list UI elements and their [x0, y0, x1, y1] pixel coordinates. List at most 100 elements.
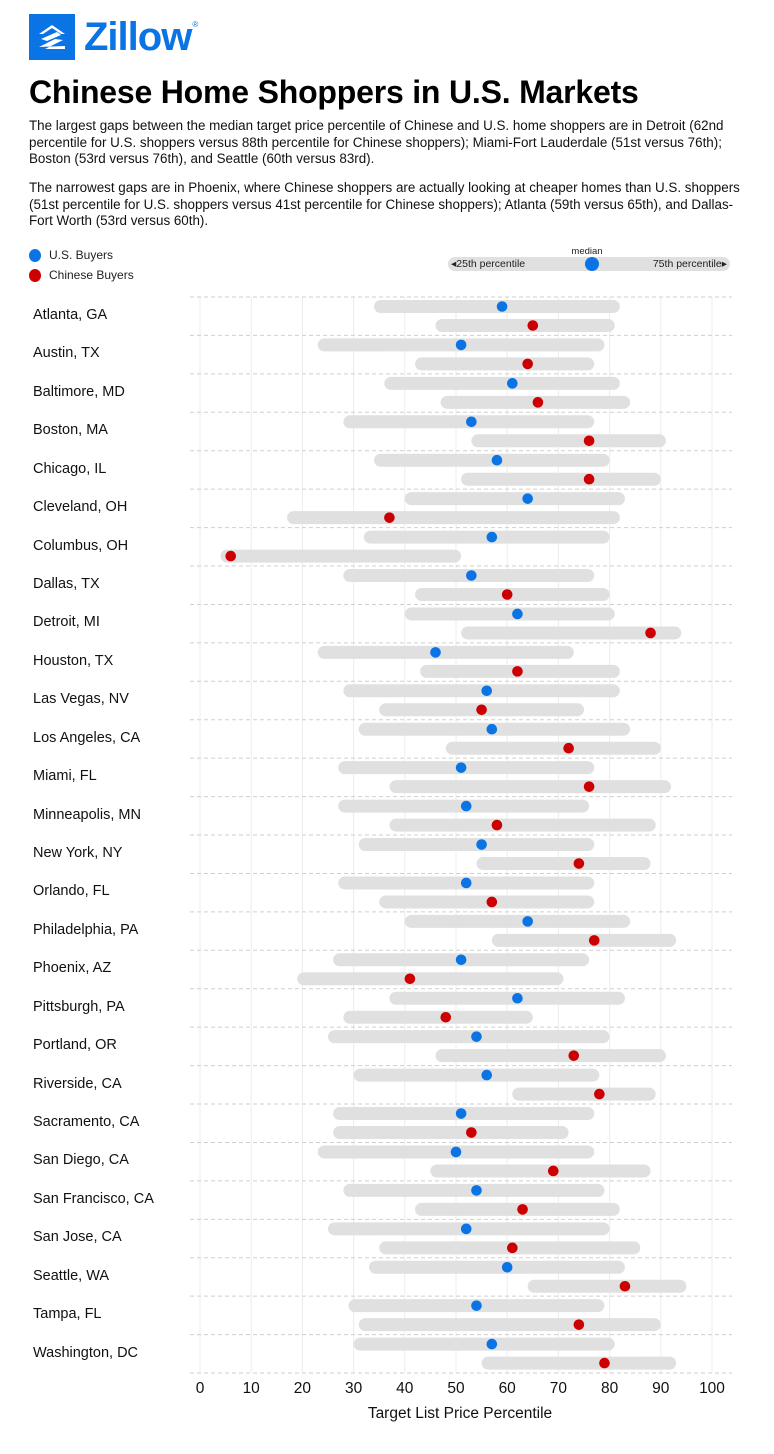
chinese-median-dot — [440, 1011, 452, 1023]
us-median-dot — [481, 1069, 493, 1081]
chinese-median-dot — [599, 1357, 610, 1369]
range-key: median ◂25th percentile 75th percentile▸ — [444, 246, 730, 276]
x-tick-label: 70 — [550, 1380, 568, 1397]
rows — [220, 300, 687, 1370]
us-iqr-bar — [353, 1068, 600, 1082]
us-median-dot — [460, 877, 472, 889]
chinese-median-dot — [522, 358, 533, 370]
chinese-iqr-bar — [471, 434, 666, 448]
city-row — [328, 1222, 641, 1255]
us-median-dot — [460, 800, 472, 812]
us-iqr-bar — [368, 1260, 625, 1274]
us-iqr-bar — [328, 1030, 610, 1044]
chinese-iqr-bar — [389, 780, 672, 794]
zillow-logo: Zillow ® — [29, 14, 198, 60]
key-75th-label: 75th percentile▸ — [652, 258, 727, 270]
us-iqr-bar — [317, 645, 574, 659]
city-label: Philadelphia, PA — [33, 921, 139, 938]
us-median-dot — [466, 570, 477, 581]
us-iqr-bar — [384, 376, 620, 390]
us-median-dot — [522, 916, 533, 927]
key-range-bar: ◂25th percentile 75th percentile▸ — [448, 257, 730, 271]
city-row — [343, 415, 666, 448]
chinese-median-dot — [547, 1165, 559, 1177]
city-row — [333, 1107, 595, 1140]
us-median-dot — [512, 992, 523, 1004]
us-median-dot — [476, 839, 487, 850]
city-label: Austin, TX — [33, 345, 100, 362]
chinese-iqr-bar — [333, 1126, 569, 1140]
us-median-dot — [496, 301, 508, 312]
us-median-dot — [486, 723, 498, 735]
city-row — [343, 684, 620, 717]
chinese-median-dot — [507, 1242, 518, 1254]
us-iqr-bar — [404, 492, 625, 506]
x-tick-label: 90 — [652, 1380, 670, 1397]
registered-mark: ® — [192, 20, 199, 29]
city-label: Seattle, WA — [33, 1267, 110, 1284]
us-median-dot — [450, 1146, 462, 1158]
us-median-dot — [455, 954, 467, 966]
x-tick-label: 100 — [699, 1380, 725, 1397]
chinese-median-dot — [501, 589, 513, 600]
chinese-median-dot — [512, 666, 523, 677]
red-dot-icon — [29, 268, 41, 282]
city-row — [374, 453, 661, 486]
chinese-median-dot — [563, 742, 574, 754]
chinese-median-dot — [619, 1280, 631, 1292]
us-median-dot — [455, 339, 467, 351]
city-label: Miami, FL — [33, 768, 97, 785]
blue-dot-icon — [29, 248, 41, 262]
key-median-label: median — [571, 246, 603, 257]
city-row — [353, 1068, 656, 1101]
x-tick-label: 0 — [196, 1380, 205, 1397]
city-row — [317, 645, 620, 678]
zillow-house-icon — [29, 14, 75, 60]
chinese-iqr-bar — [297, 972, 564, 986]
us-median-dot — [471, 1031, 482, 1042]
city-label: New York, NY — [33, 845, 123, 862]
key-25th-label: ◂25th percentile — [451, 258, 526, 270]
x-tick-label: 60 — [499, 1380, 517, 1397]
city-label: Washington, DC — [33, 1344, 139, 1361]
us-median-dot — [491, 454, 503, 466]
us-median-dot — [522, 493, 533, 504]
chinese-iqr-bar — [461, 472, 661, 486]
city-label: San Francisco, CA — [33, 1190, 154, 1207]
city-row — [338, 761, 672, 794]
us-median-dot — [466, 416, 477, 428]
chinese-iqr-bar — [481, 1356, 677, 1370]
legend-label: Chinese Buyers — [49, 268, 134, 282]
legend-label: U.S. Buyers — [49, 248, 114, 262]
city-row — [368, 1260, 687, 1293]
city-label: Orlando, FL — [33, 883, 110, 900]
chinese-median-dot — [588, 935, 600, 946]
us-median-dot — [507, 378, 518, 389]
chinese-iqr-bar — [220, 549, 462, 563]
brand-name: Zillow — [84, 15, 192, 59]
chinese-iqr-bar — [343, 1010, 533, 1024]
city-label: Pittsburgh, PA — [33, 998, 125, 1015]
city-row — [358, 838, 651, 871]
chinese-iqr-bar — [358, 1318, 661, 1332]
us-median-dot — [471, 1185, 482, 1196]
chinese-iqr-bar — [430, 1164, 651, 1178]
city-row — [338, 876, 595, 909]
chinese-iqr-bar — [445, 741, 661, 755]
description-narrowest-gaps: The narrowest gaps are in Phoenix, where… — [29, 180, 740, 228]
us-median-dot — [481, 685, 493, 697]
chinese-iqr-bar — [389, 818, 656, 832]
city-row — [338, 799, 656, 832]
x-tick-label: 50 — [447, 1380, 465, 1397]
chinese-median-dot — [517, 1204, 528, 1215]
city-label: Tampa, FL — [33, 1306, 102, 1323]
chinese-iqr-bar — [476, 857, 651, 871]
city-label: Los Angeles, CA — [33, 729, 141, 746]
city-row — [404, 607, 682, 640]
us-iqr-bar — [404, 914, 631, 928]
city-label: Sacramento, CA — [33, 1114, 140, 1131]
us-median-dot — [455, 762, 467, 773]
city-label: Baltimore, MD — [33, 383, 125, 400]
chinese-iqr-bar — [491, 933, 677, 947]
